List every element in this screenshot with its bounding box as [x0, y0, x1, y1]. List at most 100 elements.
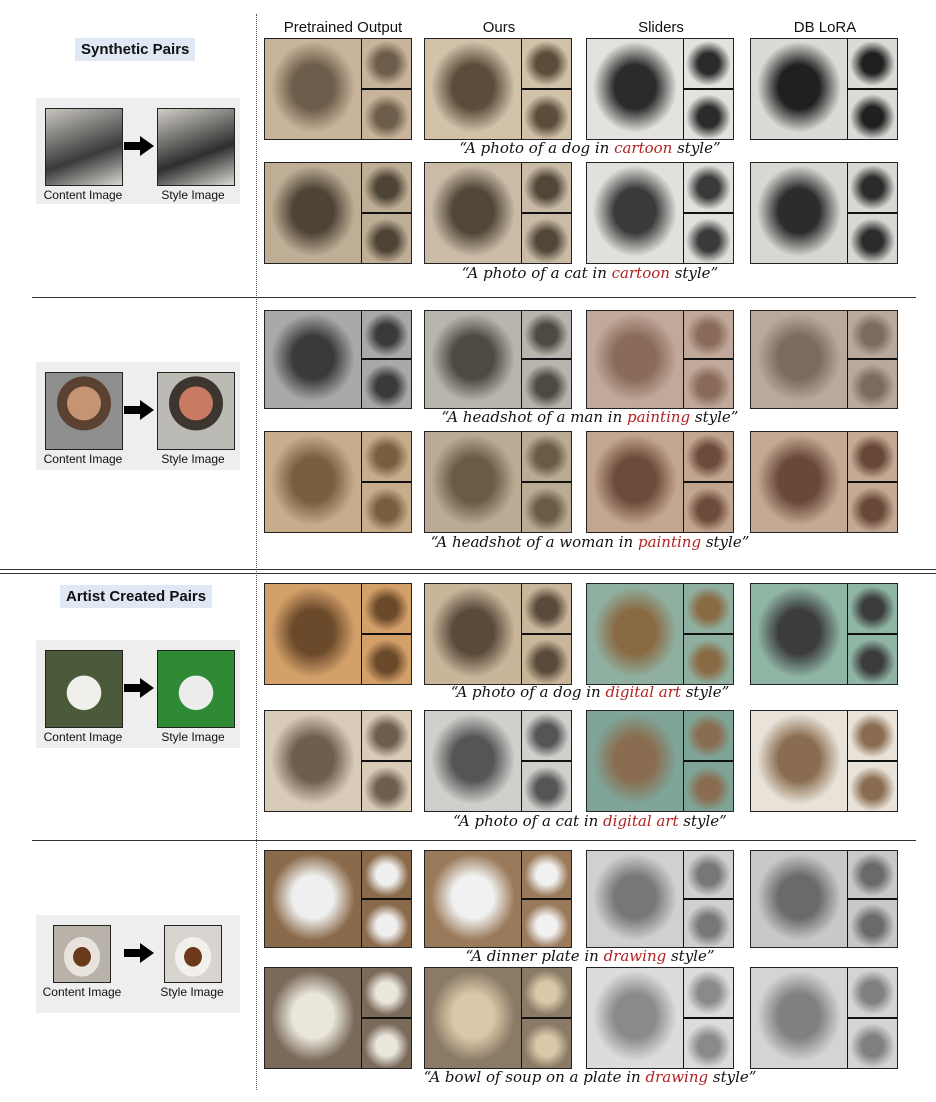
- caption-cat-digital-art: “A photo of a cat in digital art style”: [453, 812, 727, 830]
- result-grid-row6-col1: [264, 710, 412, 812]
- sample-image-top: [848, 311, 897, 358]
- main-image: [587, 39, 683, 139]
- sample-image-bottom: [684, 762, 733, 811]
- caption-dog-digital-art: “A photo of a dog in digital art style”: [450, 683, 730, 701]
- result-grid-row8-col1: [264, 967, 412, 1069]
- sample-image-top: [522, 584, 571, 633]
- sample-image-top: [684, 711, 733, 760]
- sample-image-bottom: [522, 360, 571, 408]
- sample-image-bottom: [362, 483, 411, 532]
- result-grid-row2-col3: [586, 162, 734, 264]
- caption-dog-cartoon: “A photo of a dog in cartoon style”: [459, 139, 721, 157]
- sample-image-top: [522, 711, 571, 760]
- sample-image-bottom: [362, 360, 411, 408]
- sample-image-top: [362, 163, 411, 212]
- vertical-divider: [256, 14, 257, 1090]
- column-header-pretrained: Pretrained Output: [283, 19, 403, 36]
- separator-2a: [0, 569, 936, 570]
- caption-soup-drawing: “A bowl of soup on a plate in drawing st…: [423, 1068, 757, 1086]
- sample-image-bottom: [362, 900, 411, 947]
- main-image: [587, 432, 683, 532]
- content-image: [45, 108, 123, 186]
- result-grid-row6-col4: [750, 710, 898, 812]
- result-grid-row5-col3: [586, 583, 734, 685]
- content-image-label: Content Image: [42, 985, 122, 999]
- style-image: [164, 925, 222, 983]
- main-image: [425, 432, 521, 532]
- result-grid-row1-col2: [424, 38, 572, 140]
- sample-image-bottom: [522, 214, 571, 263]
- sample-image-bottom: [362, 90, 411, 139]
- sample-image-bottom: [362, 1019, 411, 1068]
- main-image: [265, 851, 361, 947]
- main-image: [425, 711, 521, 811]
- main-image: [265, 432, 361, 532]
- style-image-label: Style Image: [161, 188, 225, 202]
- result-grid-row1-col3: [586, 38, 734, 140]
- sample-image-bottom: [684, 360, 733, 408]
- result-grid-row1-col1: [264, 38, 412, 140]
- result-grid-row7-col3: [586, 850, 734, 948]
- sample-image-top: [684, 851, 733, 898]
- caption-cat-cartoon: “A photo of a cat in cartoon style”: [461, 264, 719, 282]
- sample-image-bottom: [848, 214, 897, 263]
- content-image: [45, 650, 123, 728]
- sample-image-bottom: [522, 1019, 571, 1068]
- style-image-label: Style Image: [161, 730, 225, 744]
- sample-image-bottom: [522, 635, 571, 684]
- main-image: [265, 584, 361, 684]
- sample-image-top: [848, 39, 897, 88]
- sample-image-top: [522, 432, 571, 481]
- sample-image-top: [684, 311, 733, 358]
- result-grid-row3-col4: [750, 310, 898, 409]
- sample-image-bottom: [848, 90, 897, 139]
- result-grid-row3-col2: [424, 310, 572, 409]
- result-grid-row4-col2: [424, 431, 572, 533]
- result-grid-row6-col2: [424, 710, 572, 812]
- result-grid-row8-col2: [424, 967, 572, 1069]
- sample-image-bottom: [848, 635, 897, 684]
- result-grid-row3-col1: [264, 310, 412, 409]
- main-image: [751, 163, 847, 263]
- sample-image-bottom: [362, 762, 411, 811]
- content-image-label: Content Image: [43, 452, 123, 466]
- main-image: [265, 39, 361, 139]
- sample-image-bottom: [522, 762, 571, 811]
- main-image: [425, 851, 521, 947]
- result-grid-row1-col4: [750, 38, 898, 140]
- main-image: [425, 968, 521, 1068]
- main-image: [265, 968, 361, 1068]
- result-grid-row8-col3: [586, 967, 734, 1069]
- main-image: [587, 851, 683, 947]
- tag-synthetic-pairs: Synthetic Pairs: [75, 38, 196, 61]
- sample-image-top: [362, 432, 411, 481]
- sample-image-top: [684, 584, 733, 633]
- arrow-icon: [124, 678, 154, 703]
- main-image: [587, 711, 683, 811]
- sample-image-top: [684, 968, 733, 1017]
- main-image: [265, 711, 361, 811]
- sample-image-top: [684, 39, 733, 88]
- sample-image-top: [848, 711, 897, 760]
- main-image: [587, 311, 683, 408]
- result-grid-row7-col4: [750, 850, 898, 948]
- result-grid-row7-col1: [264, 850, 412, 948]
- style-image: [157, 650, 235, 728]
- main-image: [587, 163, 683, 263]
- main-image: [751, 851, 847, 947]
- sample-image-top: [362, 711, 411, 760]
- sample-image-top: [362, 39, 411, 88]
- sample-image-bottom: [684, 90, 733, 139]
- sample-image-bottom: [848, 762, 897, 811]
- tag-artist-created-pairs: Artist Created Pairs: [60, 585, 213, 608]
- style-image: [157, 372, 235, 450]
- sample-image-top: [848, 584, 897, 633]
- sample-image-bottom: [684, 214, 733, 263]
- result-grid-row2-col1: [264, 162, 412, 264]
- sample-image-top: [362, 968, 411, 1017]
- sample-image-bottom: [684, 900, 733, 947]
- main-image: [425, 39, 521, 139]
- main-image: [751, 311, 847, 408]
- separator-3: [32, 840, 916, 841]
- caption-man-painting: “A headshot of a man in painting style”: [441, 408, 739, 426]
